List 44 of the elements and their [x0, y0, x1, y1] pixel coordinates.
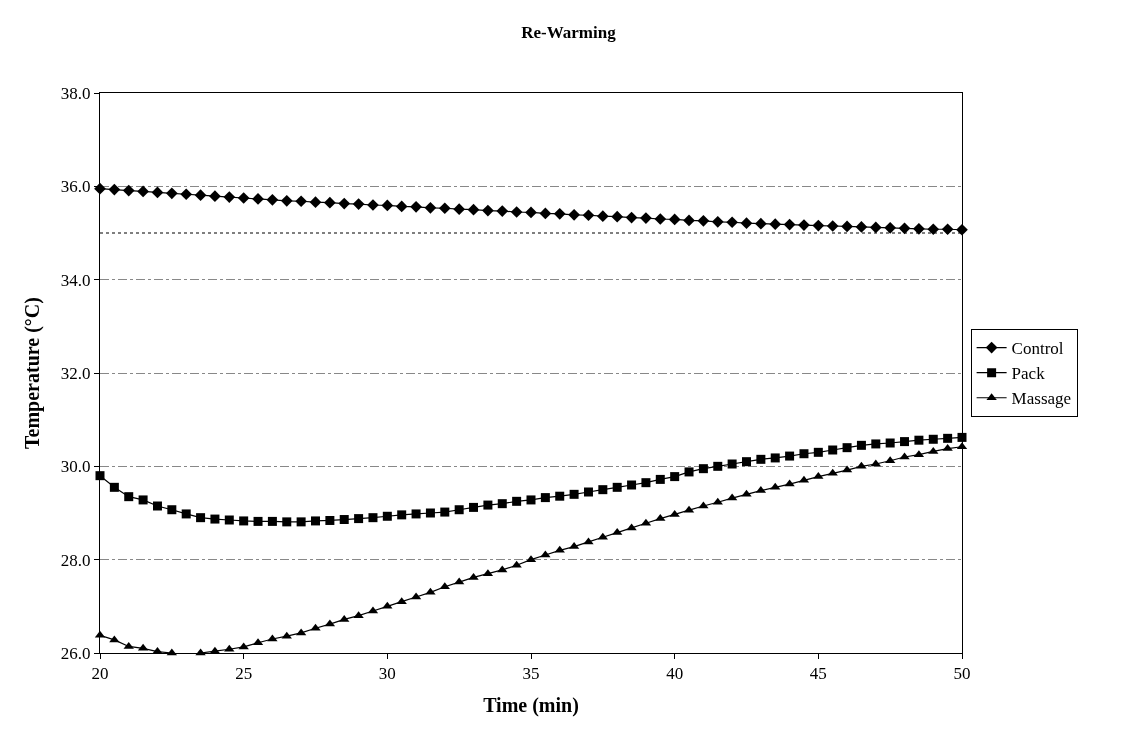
y-tick-label: 34.0	[60, 270, 91, 290]
point	[238, 642, 249, 650]
point	[712, 497, 723, 505]
point	[669, 509, 680, 517]
y-tick-label: 30.0	[60, 457, 91, 477]
x-tick-label: 35	[522, 664, 540, 684]
y-tick-label: 38.0	[60, 83, 91, 103]
y-tick-label: 32.0	[60, 363, 91, 383]
point	[109, 635, 120, 643]
point	[626, 523, 637, 531]
point	[540, 550, 551, 558]
legend-label: Control	[1011, 339, 1064, 359]
x-tick-label: 20	[91, 664, 109, 684]
point	[382, 601, 393, 609]
point	[899, 452, 910, 460]
y-tick-label: 26.0	[60, 643, 91, 663]
point	[554, 545, 565, 553]
point	[497, 565, 508, 573]
x-axis-title: Time (min)	[483, 693, 579, 717]
point	[870, 459, 881, 467]
x-tick-label: 45	[809, 664, 827, 684]
x-tick-label: 50	[953, 664, 971, 684]
point	[425, 587, 436, 595]
point	[827, 468, 838, 476]
point	[928, 446, 939, 454]
chart-title: Re-Warming	[521, 22, 617, 42]
x-tick-label: 25	[235, 664, 253, 684]
point	[468, 572, 479, 580]
y-axis-title: Temperature (°C)	[21, 297, 45, 449]
point	[123, 641, 134, 649]
point	[511, 560, 522, 568]
point	[770, 482, 781, 490]
legend-label: Pack	[1011, 364, 1046, 384]
point	[224, 644, 235, 652]
point	[741, 489, 752, 497]
legend-label: Massage	[1011, 389, 1072, 409]
point	[339, 614, 350, 622]
y-tick-label: 28.0	[60, 550, 91, 570]
x-tick-label: 30	[378, 664, 396, 684]
point	[856, 461, 867, 469]
y-tick-label: 36.0	[60, 177, 91, 197]
x-tick-label: 40	[666, 664, 684, 684]
point	[310, 623, 321, 631]
point	[583, 537, 594, 545]
